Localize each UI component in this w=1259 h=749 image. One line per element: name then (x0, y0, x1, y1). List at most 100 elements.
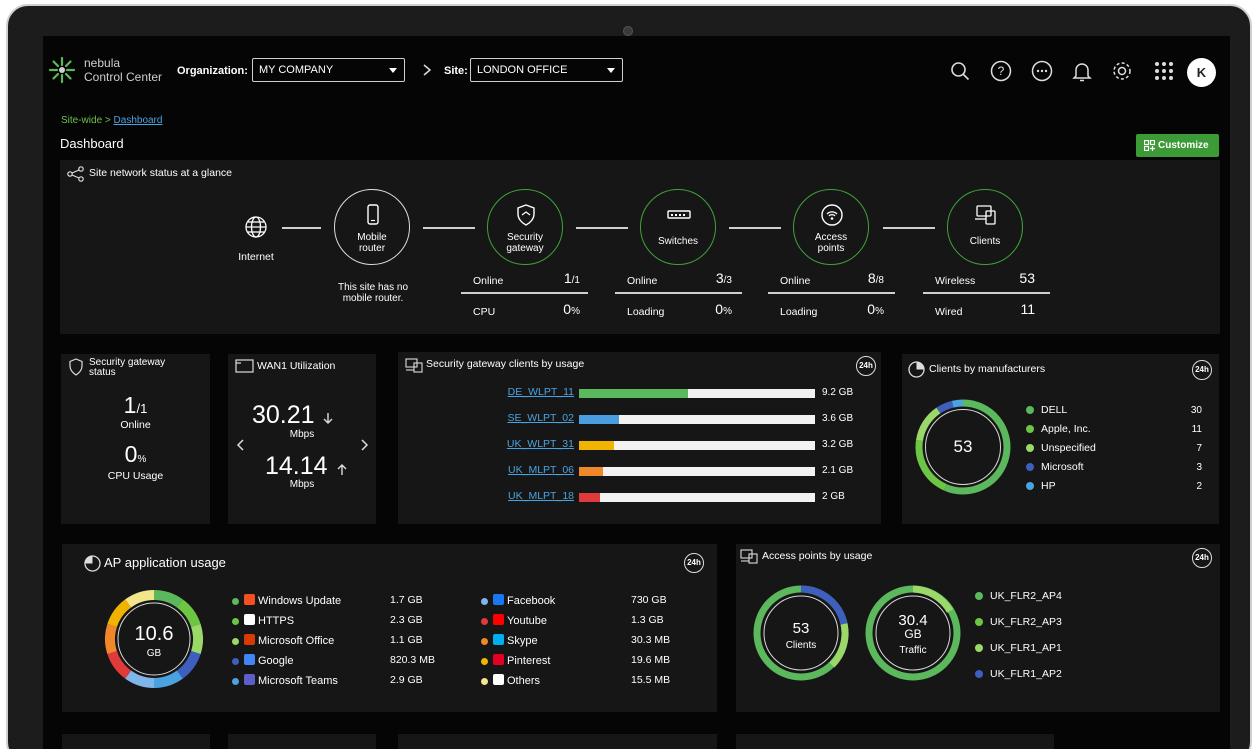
client-link[interactable]: SE_WLPT_02 (507, 412, 574, 424)
app-row: Facebook (481, 594, 555, 607)
24h-badge[interactable]: 24h (856, 356, 876, 376)
ap-usage-panel: Access points by usage 24h 53 Clients 30… (736, 544, 1220, 712)
app-value: 2.9 GB (390, 674, 423, 686)
site-label: Site: (444, 65, 468, 77)
help-icon[interactable]: ? (990, 60, 1012, 82)
legend-value: 30 (1190, 405, 1202, 416)
clients-node[interactable]: Clients (947, 189, 1023, 265)
legend-item: DELL (1026, 404, 1067, 416)
24h-badge[interactable]: 24h (1192, 548, 1212, 568)
topology-icon (67, 166, 84, 182)
breadcrumb-parent[interactable]: Site-wide > (61, 115, 111, 126)
mobile-router-note: This site has no mobile router. (318, 282, 428, 304)
wired-label: Wired (935, 306, 963, 318)
24h-badge[interactable]: 24h (1192, 360, 1212, 380)
donut-segment (916, 407, 941, 442)
usage-bar-fill (579, 441, 615, 450)
app-dot (232, 678, 239, 685)
ap-online-label: Online (780, 275, 811, 287)
chat-icon[interactable] (1031, 60, 1053, 82)
mobile-router-node[interactable]: Mobile router (334, 189, 410, 265)
chevron-right-icon (423, 64, 432, 76)
apps-grid-icon[interactable] (1153, 60, 1175, 82)
app-name: Youtube (507, 615, 547, 627)
sg-label-1: Security (506, 232, 544, 243)
breadcrumb-current[interactable]: Dashboard (113, 115, 163, 126)
windows-icon (244, 594, 255, 605)
ap-traffic-donut (865, 585, 961, 681)
client-link[interactable]: UK_MLPT_06 (508, 464, 574, 476)
youtube-icon (493, 614, 504, 625)
app-row: Microsoft Teams (232, 674, 338, 687)
legend-dot (975, 592, 983, 600)
app-row: Others (481, 674, 540, 687)
donut-segment (936, 400, 954, 414)
top-header: nebula Control Center Organization: MY C… (43, 36, 1230, 106)
bell-icon[interactable] (1071, 60, 1093, 82)
page-title: Dashboard (60, 136, 124, 151)
switches-node[interactable]: Switches (640, 189, 716, 265)
app-row: Pinterest (481, 654, 550, 667)
gear-icon[interactable] (1111, 60, 1133, 82)
usage-value: 3.6 GB (822, 413, 854, 424)
access-points-node[interactable]: Access points (793, 189, 869, 265)
legend-label: UK_FLR2_AP4 (990, 590, 1062, 602)
divider (923, 292, 1050, 294)
24h-badge[interactable]: 24h (684, 553, 704, 573)
site-select[interactable]: LONDON OFFICE (470, 58, 623, 82)
legend-dot (1026, 482, 1034, 490)
usage-bar-fill (579, 389, 688, 398)
usage-value: 9.2 GB (822, 387, 854, 398)
legend-dot (1026, 463, 1034, 471)
legend-label: Unspecified (1041, 442, 1096, 454)
app-row: Youtube (481, 614, 547, 627)
switches-label: Switches (657, 236, 698, 247)
wan-download-unit: Mbps (289, 429, 315, 440)
internet-label: Internet (238, 251, 274, 263)
legend-label: DELL (1041, 404, 1068, 416)
logo-line1: nebula (84, 56, 121, 70)
pie-chart-icon (84, 555, 101, 572)
legend-dot (1026, 444, 1034, 452)
usage-bar-fill (579, 467, 603, 476)
wan-icon (235, 359, 254, 373)
app-name: Google (258, 655, 294, 667)
app-logo-text: nebula Control Center (84, 56, 162, 84)
user-avatar[interactable]: K (1187, 58, 1216, 87)
app-name: Pinterest (507, 655, 551, 667)
sw-online-total: /3 (723, 275, 732, 286)
sg-status-cpu-unit: % (137, 454, 147, 465)
app-value: 730 GB (631, 594, 667, 606)
partial-panel (398, 734, 717, 749)
usage-bar-fill (579, 493, 601, 502)
chevron-down-icon (389, 68, 397, 73)
sg-cpu-number: 0 (563, 301, 572, 317)
https-icon (244, 614, 255, 625)
legend-item: Apple, Inc. (1026, 423, 1091, 435)
search-icon[interactable] (949, 60, 971, 82)
sw-load-value: 0% (692, 301, 732, 317)
divider (461, 292, 588, 294)
app-name: Others (507, 675, 541, 687)
usage-bar (579, 493, 815, 502)
app-screen: nebula Control Center Organization: MY C… (43, 36, 1230, 749)
client-link[interactable]: DE_WLPT_11 (507, 386, 574, 398)
legend-value: 7 (1196, 443, 1202, 454)
customize-button[interactable]: Customize (1136, 134, 1219, 157)
sg-status-cpu-value: 0% (61, 441, 210, 468)
security-gateway-node[interactable]: Security gateway (487, 189, 563, 265)
chevron-right-icon[interactable] (359, 439, 369, 451)
usage-value: 2.1 GB (822, 465, 854, 476)
sg-clients-title: Security gateway clients by usage (426, 358, 585, 370)
org-select[interactable]: MY COMPANY (252, 58, 405, 82)
client-link[interactable]: UK_WLPT_31 (506, 438, 574, 450)
app-dot (481, 618, 488, 625)
usage-bar (579, 415, 815, 424)
sg-cpu-label: CPU (473, 306, 496, 318)
globe-icon (245, 216, 267, 238)
divider (615, 292, 742, 294)
clients-label: Clients (969, 236, 1001, 247)
donut-segment (107, 599, 132, 628)
chevron-left-icon[interactable] (236, 439, 246, 451)
client-link[interactable]: UK_MLPT_18 (508, 490, 574, 502)
